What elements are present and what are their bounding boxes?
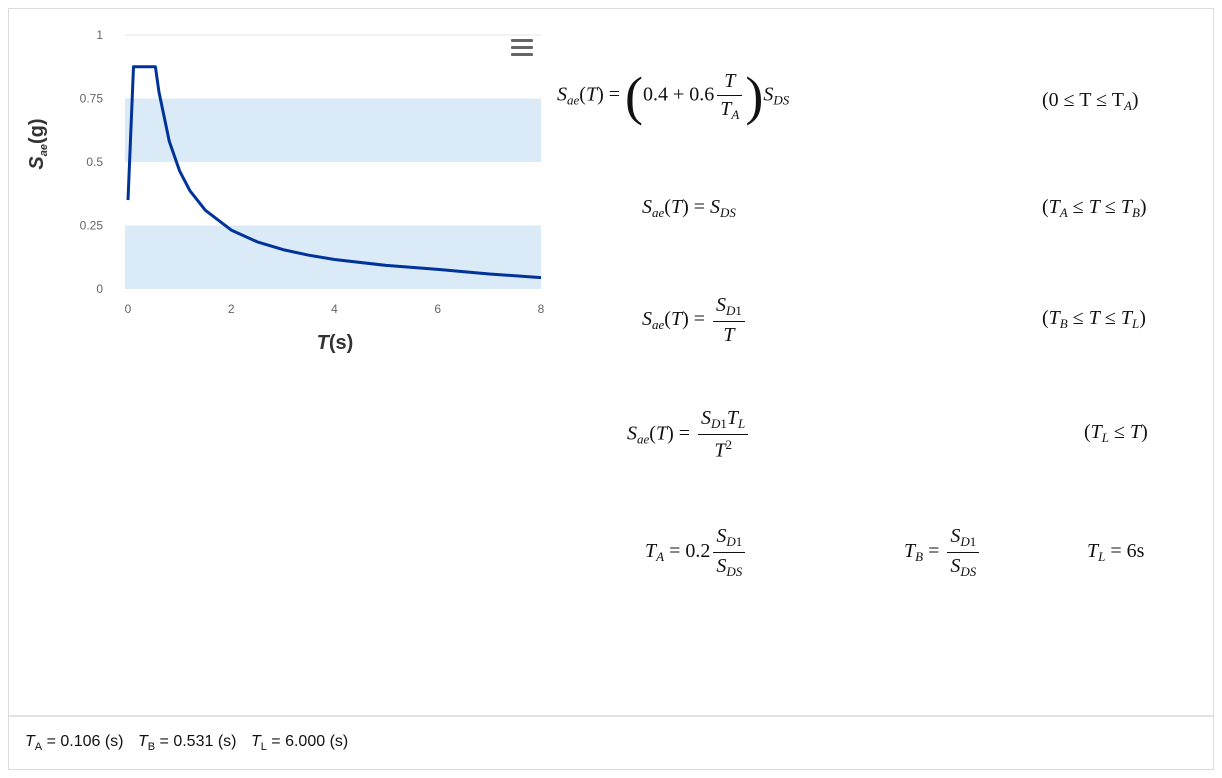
ta-summary: TA = 0.106 (s) [25, 733, 124, 754]
equation-tb: TB = SD1 SDS [904, 525, 982, 580]
equation-4: Sae(T) = SD1TL T2 [627, 407, 751, 463]
equation-ta: TA = 0.2 SD1 SDS [645, 525, 748, 580]
equation-3: Sae(T) = SD1 T [642, 294, 748, 347]
x-tick-label: 8 [538, 302, 545, 316]
condition-2: (TA ≤ T ≤ TB) [1042, 196, 1147, 220]
period-summary: TA = 0.106 (s) TB = 0.531 (s) TL = 6.000… [9, 715, 1213, 769]
tl-summary: TL = 6.000 (s) [250, 733, 349, 754]
chart-menu-icon[interactable] [511, 39, 533, 57]
response-spectrum-chart: 0 2 4 6 8 0 0.25 0.5 0.75 1 T(s) Sae(g) [26, 28, 545, 354]
condition-1: (0 ≤ T ≤ TA) [1042, 89, 1139, 113]
equation-tl: TL = 6s [1087, 540, 1145, 564]
plot-band-1 [125, 98, 541, 162]
x-tick-label: 4 [331, 302, 338, 316]
main-panel: 0 2 4 6 8 0 0.25 0.5 0.75 1 T(s) Sae(g) Sae(T) = … [8, 8, 1214, 770]
y-tick-label: 0.25 [80, 219, 104, 233]
tb-summary: TB = 0.531 (s) [137, 733, 237, 754]
equation-2: Sae(T) = SDS [642, 196, 736, 220]
x-tick-label: 0 [125, 302, 132, 316]
x-tick-label: 2 [228, 302, 235, 316]
condition-4: (TL ≤ T) [1084, 421, 1148, 445]
y-tick-label: 1 [96, 28, 103, 42]
y-tick-label: 0 [96, 282, 103, 296]
y-axis-title: Sae(g) [26, 118, 50, 169]
equation-1: Sae(T) = (0.4 + 0.6 T TA)SDS [557, 66, 790, 126]
y-tick-label: 0.5 [86, 155, 103, 169]
x-axis-title: T(s) [317, 332, 354, 354]
condition-3: (TB ≤ T ≤ TL) [1042, 307, 1146, 331]
series-line [126, 65, 542, 280]
plot-band-0 [125, 225, 541, 289]
x-tick-label: 6 [434, 302, 441, 316]
y-tick-label: 0.75 [80, 92, 104, 106]
